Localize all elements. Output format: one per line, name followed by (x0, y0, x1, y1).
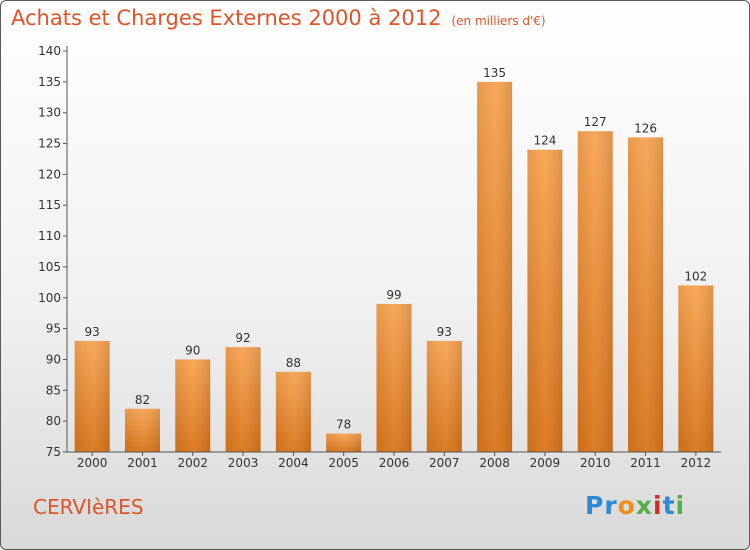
bar-shade-2005 (326, 433, 362, 452)
x-tick-label: 2004 (278, 456, 309, 470)
y-tick-label: 110 (38, 229, 61, 243)
value-label: 93 (85, 325, 100, 339)
chart-subtitle: (en milliers d'€) (451, 14, 546, 28)
y-tick-label: 95 (46, 322, 61, 336)
x-tick-label: 2002 (177, 456, 208, 470)
y-tick-label: 130 (38, 106, 61, 120)
x-tick-label: 2011 (630, 456, 661, 470)
value-label: 88 (286, 356, 301, 370)
bar-shade-2006 (376, 303, 412, 452)
logo-letter: r (604, 491, 618, 520)
logo-letter: o (617, 491, 636, 520)
y-tick-label: 125 (38, 137, 61, 151)
bar-shade-2001 (124, 408, 160, 452)
proxiti-logo: Proxiti (585, 491, 685, 520)
y-tick-label: 85 (46, 383, 61, 397)
value-label: 127 (584, 115, 607, 129)
x-tick-label: 2009 (530, 456, 561, 470)
y-tick-label: 135 (38, 75, 61, 89)
value-label: 102 (684, 269, 707, 283)
y-tick-label: 115 (38, 198, 61, 212)
bar-shade-2003 (225, 347, 261, 452)
value-label: 124 (533, 134, 556, 148)
logo-letter: i (675, 491, 686, 520)
value-label: 92 (235, 331, 250, 345)
x-tick-label: 2003 (228, 456, 259, 470)
value-label: 90 (185, 343, 200, 357)
value-label: 82 (135, 393, 150, 407)
bars-group: 93 82 90 92 88 78 99 93 135 124 127 126 102 (74, 66, 714, 452)
y-tick-label: 90 (46, 352, 61, 366)
value-label: 126 (634, 121, 657, 135)
value-label: 99 (386, 288, 401, 302)
y-tick-label: 105 (38, 260, 61, 274)
x-tick-label: 2012 (681, 456, 712, 470)
bar-shade-2008 (477, 81, 513, 452)
bar-shade-2009 (527, 149, 563, 452)
y-tick-label: 100 (38, 291, 61, 305)
title-text: Achats et Charges Externes 2000 à 2012 (11, 6, 442, 30)
x-tick-label: 2005 (328, 456, 359, 470)
logo-letter: i (653, 491, 663, 520)
bar-shade-2010 (577, 131, 613, 452)
x-tick-label: 2008 (479, 456, 510, 470)
y-tick-label: 120 (38, 167, 61, 181)
x-tick-label: 2007 (429, 456, 460, 470)
y-tick-label: 75 (46, 445, 61, 459)
logo-letter: P (585, 491, 605, 520)
logo-letter: x (635, 491, 653, 520)
axes-group: 2000 2001 2002 2003 2004 2005 2006 2007 2008 2009… (38, 44, 721, 470)
value-label: 78 (336, 417, 351, 431)
logo-letter: t (662, 491, 676, 520)
x-tick-label: 2010 (580, 456, 611, 470)
bar-shade-2012 (678, 285, 714, 452)
bar-shade-2002 (175, 359, 211, 452)
x-tick-label: 2006 (379, 456, 410, 470)
commune-name: CERVIèRES (33, 495, 144, 519)
bar-shade-2000 (74, 340, 110, 452)
x-tick-label: 2000 (77, 456, 108, 470)
x-tick-label: 2001 (127, 456, 158, 470)
value-label: 93 (437, 325, 452, 339)
bar-shade-2004 (275, 371, 311, 452)
value-label: 135 (483, 66, 506, 80)
bar-shade-2011 (628, 137, 664, 452)
chart-title: Achats et Charges Externes 2000 à 2012 (e… (11, 6, 546, 30)
bar-shade-2007 (426, 340, 462, 452)
y-tick-label: 140 (38, 44, 61, 58)
y-tick-label: 80 (46, 414, 61, 428)
